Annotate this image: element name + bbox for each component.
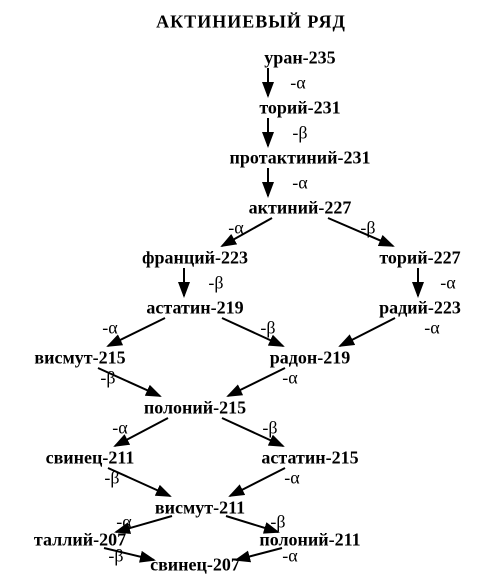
- decay-label: -α: [102, 318, 117, 339]
- nuclide-pb211: свинец-211: [46, 448, 135, 469]
- decay-label: -β: [104, 468, 119, 489]
- nuclide-bi211: висмут-211: [155, 498, 245, 519]
- nuclide-rn219: радон-219: [270, 348, 350, 369]
- decay-label: -α: [282, 546, 297, 567]
- nuclide-th231: торий-231: [259, 98, 340, 119]
- decay-label: -α: [284, 468, 299, 489]
- decay-label: -β: [262, 418, 277, 439]
- decay-label: -α: [292, 173, 307, 194]
- nuclide-at215: астатин-215: [261, 448, 358, 469]
- decay-arrows: [0, 0, 503, 570]
- decay-label: -α: [282, 368, 297, 389]
- nuclide-th227: торий-227: [379, 248, 460, 269]
- nuclide-ac227: актиний-227: [249, 198, 352, 219]
- decay-arrow: [340, 318, 395, 346]
- decay-arrow: [230, 468, 285, 496]
- decay-label: -β: [360, 218, 375, 239]
- decay-label: -α: [440, 273, 455, 294]
- decay-label: -β: [270, 512, 285, 533]
- decay-label: -α: [424, 318, 439, 339]
- decay-label: -α: [116, 512, 131, 533]
- decay-label: -β: [208, 273, 223, 294]
- nuclide-u235: уран-235: [264, 48, 335, 69]
- nuclide-at219: астатин-219: [146, 298, 243, 319]
- nuclide-pb207: свинец-207: [150, 555, 240, 576]
- decay-label: -β: [292, 123, 307, 144]
- nuclide-ra223: радий-223: [379, 298, 461, 319]
- decay-label: -α: [228, 218, 243, 239]
- nuclide-pa231: протактиний-231: [230, 148, 371, 169]
- decay-label: -α: [112, 418, 127, 439]
- nuclide-po211: полоний-211: [259, 530, 360, 551]
- decay-label: -β: [260, 318, 275, 339]
- nuclide-bi215: висмут-215: [34, 348, 125, 369]
- diagram-title: АКТИНИЕВЫЙ РЯД: [156, 12, 346, 33]
- decay-label: -β: [108, 546, 123, 567]
- decay-label: -β: [100, 368, 115, 389]
- decay-arrow: [228, 368, 285, 396]
- nuclide-po215: полоний-215: [144, 398, 246, 419]
- nuclide-fr223: франций-223: [142, 248, 248, 269]
- decay-label: -α: [290, 73, 305, 94]
